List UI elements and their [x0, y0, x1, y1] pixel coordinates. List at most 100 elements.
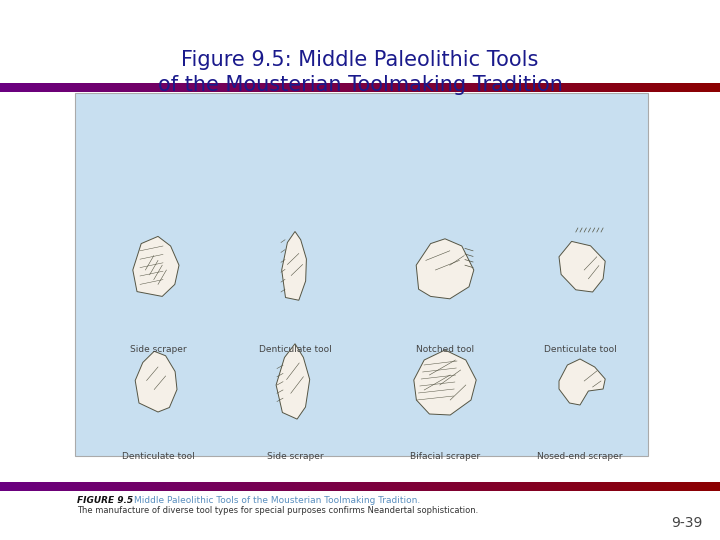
Bar	[338, 482, 343, 491]
Bar	[54, 482, 58, 491]
Bar	[173, 482, 177, 491]
Bar	[410, 482, 415, 491]
Bar	[551, 83, 555, 92]
Bar	[468, 83, 472, 92]
Bar	[475, 83, 480, 92]
Bar	[432, 482, 436, 491]
Bar	[115, 83, 120, 92]
Bar	[216, 482, 220, 491]
Polygon shape	[416, 239, 474, 299]
Bar	[623, 83, 627, 92]
Bar	[320, 83, 325, 92]
Bar	[659, 83, 663, 92]
Bar	[155, 83, 159, 92]
Bar	[623, 482, 627, 491]
Bar	[151, 83, 156, 92]
Bar	[25, 482, 30, 491]
Bar	[554, 83, 559, 92]
Bar	[212, 83, 217, 92]
Bar	[425, 83, 429, 92]
Bar	[378, 83, 382, 92]
Bar	[511, 482, 516, 491]
Bar	[43, 482, 48, 491]
Bar	[155, 482, 159, 491]
Bar	[356, 83, 361, 92]
Bar	[698, 482, 703, 491]
Bar	[673, 482, 678, 491]
Bar	[569, 83, 573, 92]
Bar	[508, 83, 512, 92]
Bar	[425, 482, 429, 491]
Bar	[418, 482, 422, 491]
Bar	[220, 482, 224, 491]
Bar	[608, 83, 613, 92]
Bar	[191, 83, 195, 92]
Bar	[587, 482, 591, 491]
Bar	[158, 482, 163, 491]
Bar	[648, 482, 652, 491]
Bar	[616, 482, 620, 491]
Bar	[392, 482, 397, 491]
Bar	[288, 482, 292, 491]
Bar	[162, 83, 166, 92]
Bar	[490, 83, 494, 92]
Bar	[626, 83, 631, 92]
Bar	[619, 482, 624, 491]
Bar	[702, 83, 706, 92]
Polygon shape	[559, 359, 606, 405]
Bar	[187, 482, 192, 491]
Bar	[709, 83, 714, 92]
Bar	[439, 482, 444, 491]
Bar	[637, 83, 642, 92]
Bar	[583, 482, 588, 491]
Bar	[104, 83, 109, 92]
Bar	[443, 83, 447, 92]
Bar	[716, 482, 720, 491]
Bar	[184, 482, 188, 491]
Bar	[320, 482, 325, 491]
Bar	[702, 482, 706, 491]
Bar	[583, 83, 588, 92]
Bar	[540, 83, 544, 92]
Bar	[691, 83, 696, 92]
Bar	[133, 482, 138, 491]
Bar	[256, 83, 260, 92]
Bar	[374, 83, 379, 92]
Bar	[245, 83, 249, 92]
Bar	[295, 482, 300, 491]
Polygon shape	[276, 344, 310, 419]
Bar	[529, 83, 534, 92]
Polygon shape	[132, 237, 179, 296]
Bar	[414, 482, 418, 491]
Bar	[641, 83, 645, 92]
Bar	[644, 482, 649, 491]
Bar	[230, 83, 235, 92]
Bar	[295, 83, 300, 92]
Bar	[421, 83, 426, 92]
Bar	[205, 482, 210, 491]
Bar	[310, 83, 314, 92]
Bar	[421, 482, 426, 491]
Bar	[371, 83, 375, 92]
Bar	[349, 83, 354, 92]
Bar	[634, 83, 638, 92]
Bar	[0, 482, 4, 491]
Bar	[716, 83, 720, 92]
Bar	[598, 482, 602, 491]
Bar	[126, 482, 130, 491]
Bar	[443, 482, 447, 491]
Bar	[580, 482, 584, 491]
Bar	[317, 83, 321, 92]
Bar	[367, 482, 372, 491]
Bar	[61, 482, 66, 491]
Bar	[54, 83, 58, 92]
Bar	[515, 83, 519, 92]
Bar	[7, 83, 12, 92]
Bar	[396, 482, 400, 491]
Text: Denticulate tool: Denticulate tool	[258, 345, 331, 354]
Bar	[22, 482, 26, 491]
Bar	[497, 83, 501, 92]
Bar	[331, 83, 336, 92]
Bar	[666, 482, 670, 491]
Bar	[166, 83, 170, 92]
